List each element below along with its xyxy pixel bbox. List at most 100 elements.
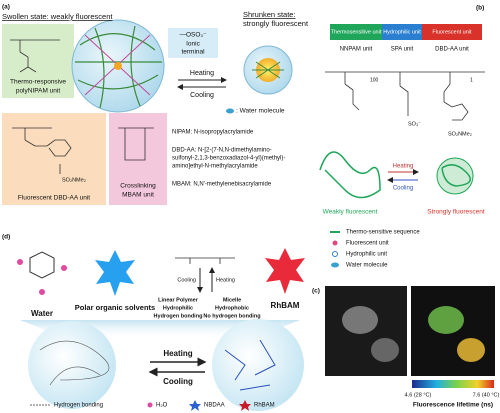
bar-hydro xyxy=(382,24,422,40)
coil xyxy=(319,151,381,199)
label: sulfonyl-2,1,3-benzoxadiazol-4-yl)(methy… xyxy=(172,156,285,162)
panel-label: (b) xyxy=(476,5,484,12)
label: Micelle xyxy=(223,297,241,303)
structure xyxy=(325,71,485,121)
structure xyxy=(118,127,154,161)
bar-thermo xyxy=(330,24,382,40)
label: —OSO₃⁻ xyxy=(179,32,207,39)
water-icon xyxy=(226,108,234,114)
cell xyxy=(342,306,378,334)
panel-label: (a) xyxy=(2,4,10,11)
label: Hydrophobic xyxy=(215,305,249,311)
label: Hydrogen bonding xyxy=(54,403,103,409)
label: DBD-AA unit xyxy=(435,47,469,53)
label: 7.6 (40 °C) xyxy=(473,392,500,398)
label: Hydrophilic unit xyxy=(383,29,421,35)
cell xyxy=(428,306,464,334)
legend-dot xyxy=(332,240,338,246)
ionic-box xyxy=(168,28,218,58)
label: Cooling xyxy=(393,186,413,192)
label: Heating xyxy=(190,70,214,77)
label: 100 xyxy=(370,77,379,83)
label: Heating xyxy=(216,277,235,283)
structure xyxy=(175,257,235,264)
label: RhBAM xyxy=(254,403,275,409)
label: Heating xyxy=(163,349,192,358)
legend-star xyxy=(189,400,201,411)
panel-label: (c) xyxy=(312,288,320,295)
label: Shrunken state: xyxy=(243,10,296,19)
label: strongly fluorescent xyxy=(243,19,309,28)
label: Crosslinking xyxy=(120,183,156,190)
label: terminal xyxy=(181,49,205,56)
label: Hydrophilic xyxy=(163,305,193,311)
label: Ionic xyxy=(186,41,200,48)
polymer-chains xyxy=(75,25,162,109)
label: Thermosensitive unit xyxy=(331,29,382,35)
label: SO₂NMe₂ xyxy=(448,131,472,137)
label: Weakly fluorescent xyxy=(323,209,378,216)
label: Swollen state: weakly fluorescent xyxy=(2,12,113,21)
label: Heating xyxy=(393,164,414,170)
label: Water molecule xyxy=(346,263,388,269)
label: DBD-AA: N-[2-(7-N,N-dimethylamino- xyxy=(172,148,272,154)
water xyxy=(39,289,45,295)
label: Fluorescent unit xyxy=(346,241,389,247)
polynipam-box xyxy=(2,24,74,98)
label: Water xyxy=(31,309,53,318)
label: : Water molecule xyxy=(236,108,285,115)
label: Fluorescence lifetime (ns) xyxy=(413,402,493,409)
label: Cooling xyxy=(190,92,214,99)
label: Linear Polymer xyxy=(158,297,199,303)
label: Hydrogen bonding xyxy=(154,313,203,319)
label: RhBAM xyxy=(271,301,300,310)
legend-dot xyxy=(332,251,338,257)
structure xyxy=(12,127,72,174)
label: Cooling xyxy=(163,377,193,386)
label: Fluorescent DBD-AA unit xyxy=(18,195,90,202)
label: H₂O xyxy=(156,403,168,409)
legend-dot xyxy=(147,402,153,408)
label: 4.6 (28 °C) xyxy=(405,392,432,398)
star xyxy=(95,250,135,296)
label: amino]ethyl-N-methylacrylamide xyxy=(172,164,258,170)
label: NIPAM: N-isopropylacrylamide xyxy=(172,130,254,136)
chains xyxy=(252,61,284,79)
legend-star xyxy=(239,400,251,411)
label: Hydrophilic unit xyxy=(346,252,387,258)
label: NBDAA xyxy=(204,403,225,409)
dye xyxy=(114,62,122,70)
chains xyxy=(39,340,110,386)
cell xyxy=(457,338,485,362)
colorbar xyxy=(412,380,494,388)
label: 1 xyxy=(470,77,473,83)
label: Cooling xyxy=(177,277,196,283)
label: Thermo-sensitive sequence xyxy=(346,230,420,236)
sphere xyxy=(212,319,304,411)
sphere xyxy=(28,321,116,409)
label: Strongly fluorescent xyxy=(427,209,485,216)
structure xyxy=(10,39,60,73)
molecule xyxy=(29,251,55,279)
label: No hydrogen bonding xyxy=(203,313,260,319)
water xyxy=(61,265,67,271)
label: MBAM unit xyxy=(122,192,154,199)
bar-fluor xyxy=(422,24,482,40)
collapsed-coil xyxy=(441,164,471,187)
label: SPA unit xyxy=(391,47,414,53)
dbdaa-box xyxy=(2,113,106,205)
chains xyxy=(224,339,276,391)
label: polyNIPAM unit xyxy=(16,88,61,95)
globule xyxy=(436,157,474,195)
label: Fluorescent unit xyxy=(432,29,472,35)
label: MBAM: N,N'-methylenebisacrylamide xyxy=(172,182,272,188)
label: SO₃⁻ xyxy=(408,121,421,127)
label: Polar organic solvents xyxy=(75,303,155,312)
label: Thermo-responsive xyxy=(10,79,66,86)
label: SO₂NMe₂ xyxy=(62,177,86,183)
star xyxy=(265,248,305,294)
label: NNPAM unit xyxy=(340,47,373,53)
panel-label: (d) xyxy=(2,234,10,241)
cell xyxy=(371,338,399,362)
